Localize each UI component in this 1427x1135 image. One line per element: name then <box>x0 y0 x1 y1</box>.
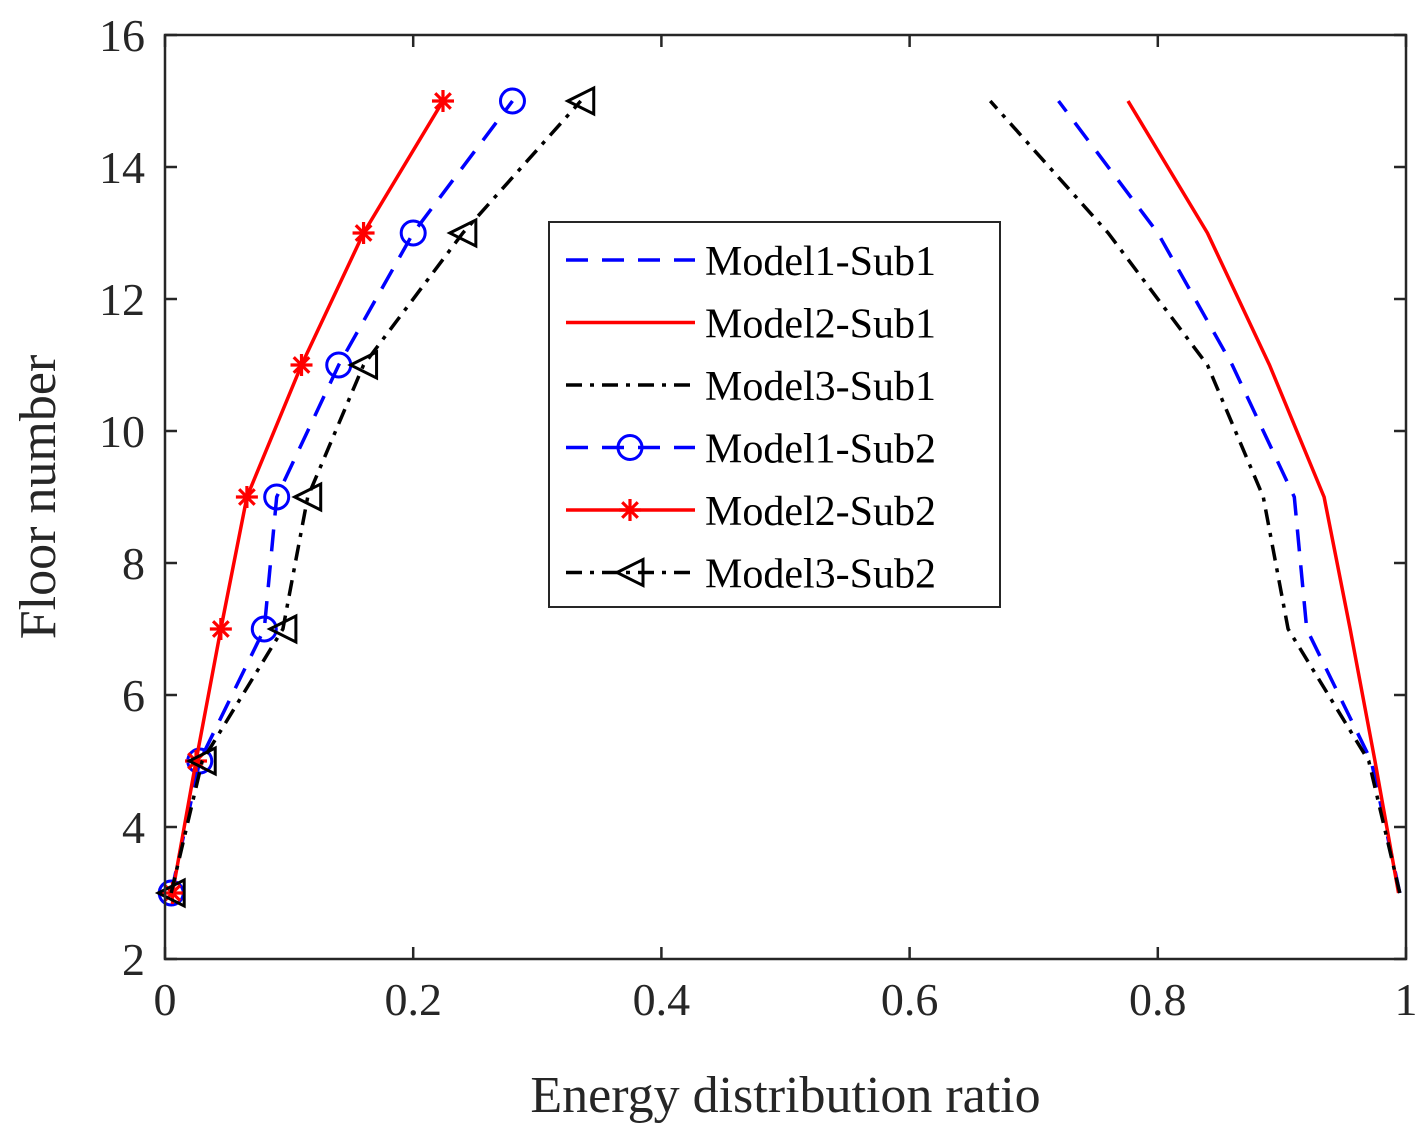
y-tick-label: 10 <box>99 406 145 457</box>
legend-item: Model1-Sub2 <box>566 427 936 473</box>
data-point-asterisk <box>619 499 641 521</box>
y-axis-title: Floor number <box>10 355 67 640</box>
data-point-triangle <box>446 217 478 249</box>
data-point-asterisk <box>235 486 258 508</box>
legend-item: Model1-Sub1 <box>566 239 936 285</box>
series-line <box>1126 100 1401 894</box>
data-point-asterisk <box>431 90 454 112</box>
legend-label: Model2-Sub1 <box>705 302 936 348</box>
series-line <box>169 99 514 894</box>
series-model2-sub1 <box>1126 100 1401 894</box>
x-tick-label: 1 <box>1395 974 1418 1025</box>
data-point-asterisk <box>352 222 375 244</box>
data-point-triangle <box>347 349 379 381</box>
y-tick-label: 6 <box>122 670 145 721</box>
data-point-circle <box>263 483 291 511</box>
axes-box <box>163 33 1408 961</box>
legend-label: Model3-Sub2 <box>705 552 936 598</box>
y-tick-label: 14 <box>99 142 145 193</box>
data-point-triangle <box>564 85 596 117</box>
data-point-circle <box>399 219 427 247</box>
data-point-asterisk <box>290 354 313 376</box>
series-model1-sub1 <box>1057 99 1402 894</box>
series-layer <box>154 85 1402 909</box>
series-model3-sub2 <box>154 85 596 909</box>
data-point-circle <box>250 615 278 643</box>
data-point-triangle <box>154 877 186 909</box>
y-tick-label: 12 <box>99 274 145 325</box>
x-axis-title: Energy distribution ratio <box>530 1067 1040 1124</box>
legend: Model1-Sub1 Model2-Sub1 Model3-Sub1 Model1-… <box>548 221 1001 608</box>
series-model3-sub1 <box>988 99 1402 894</box>
legend-item: Model3-Sub2 <box>566 552 936 598</box>
data-point-asterisk <box>209 618 232 640</box>
legend-label: Model1-Sub2 <box>705 427 936 473</box>
data-point-triangle <box>266 613 298 645</box>
legend-item: Model2-Sub2 <box>566 489 936 535</box>
x-tick-label: 0.2 <box>384 974 442 1025</box>
x-tick-label: 0.8 <box>1129 974 1187 1025</box>
legend-box <box>548 221 1001 608</box>
x-tick-label: 0.4 <box>633 974 691 1025</box>
y-tick-label: 4 <box>122 802 145 853</box>
data-point-triangle <box>613 557 645 588</box>
data-point-circle <box>498 87 526 115</box>
data-point-triangle <box>291 481 323 513</box>
legend-label: Model3-Sub1 <box>705 364 936 410</box>
data-point-triangle <box>185 745 217 777</box>
x-tick-label: 0 <box>154 974 177 1025</box>
series-line <box>169 99 583 894</box>
y-tick-label: 2 <box>122 934 145 985</box>
data-point-circle <box>616 434 644 461</box>
legend-label: Model2-Sub2 <box>705 489 936 535</box>
legend-label: Model1-Sub1 <box>705 239 936 285</box>
legend-item: Model3-Sub1 <box>566 364 936 410</box>
y-tick-label: 16 <box>99 10 145 61</box>
legend-item: Model2-Sub1 <box>566 302 936 348</box>
x-tick-label: 0.6 <box>881 974 939 1025</box>
series-line <box>1057 99 1402 894</box>
series-line <box>988 99 1402 894</box>
y-tick-label: 8 <box>122 538 145 589</box>
